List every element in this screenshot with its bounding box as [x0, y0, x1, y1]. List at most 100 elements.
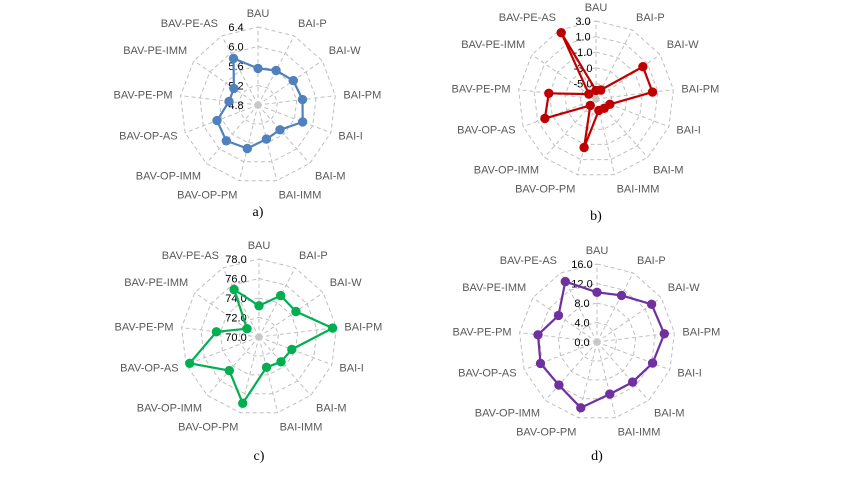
- grid-ring: [564, 67, 628, 130]
- axis-label-bai-pm: BAI-PM: [344, 322, 382, 334]
- data-point-bai-p: [596, 85, 606, 95]
- grid-ring: [200, 277, 318, 395]
- axis-label-bav-op-imm: BAV-OP-IMM: [137, 402, 202, 414]
- grid-ring: [538, 282, 656, 400]
- axis-label-bai-w: BAI-W: [329, 45, 361, 57]
- panel-label: a): [253, 205, 264, 220]
- axis-label-bav-op-as: BAV-OP-AS: [119, 131, 177, 143]
- grid-spoke: [258, 336, 279, 413]
- grid-spoke: [180, 95, 259, 106]
- grid-spoke: [544, 341, 598, 401]
- grid-ring: [238, 84, 278, 125]
- grid-ring: [180, 26, 336, 182]
- grid-ring: [557, 302, 637, 381]
- grid-spoke: [596, 341, 671, 371]
- series-line: [536, 280, 666, 409]
- tick-label: 8.0: [574, 298, 589, 310]
- axis-label-bav-pe-as: BAV-PE-AS: [500, 255, 557, 267]
- data-point-bav-pe-imm: [242, 324, 252, 334]
- axis-label-bav-pe-imm: BAV-PE-IMM: [124, 277, 188, 289]
- radar-chart-1: BAU BAI-P BAI-W BAI-PM BAI-I BAI-M BAI-IMM BAV-…: [114, 8, 382, 220]
- axis-label-bai-i: BAI-I: [677, 368, 701, 380]
- data-point-bai-i: [287, 344, 297, 355]
- data-point-bav-pe-as: [560, 276, 570, 287]
- data-point-bai-pm: [297, 94, 308, 105]
- data-point-bai-w: [638, 61, 648, 72]
- radar-chart-4: BAU BAI-P BAI-W BAI-PM BAI-I BAI-M BAI-IMM BAV-…: [453, 245, 721, 464]
- grid-ring: [519, 263, 675, 419]
- center-point: [255, 333, 263, 341]
- data-point-bai-imm: [594, 105, 604, 116]
- axis-label-bai-imm: BAI-IMM: [618, 427, 661, 439]
- tick-label: 16.0: [571, 259, 592, 271]
- grid-spoke: [257, 95, 336, 106]
- data-point-bai-m: [276, 357, 286, 367]
- data-point-bai-w: [288, 75, 298, 86]
- radar-chart-3: BAU BAI-P BAI-W BAI-PM BAI-I BAI-M BAI-IMM BAV-…: [115, 240, 383, 464]
- data-point-bai-m: [627, 377, 638, 387]
- data-point-bav-op-pm: [242, 143, 253, 154]
- axis-label-bav-pe-imm: BAV-PE-IMM: [123, 45, 187, 57]
- data-point-bav-op-as: [212, 115, 222, 126]
- axis-label-bav-pe-imm: BAV-PE-IMM: [462, 282, 526, 294]
- tick-label: -5.0: [574, 78, 593, 90]
- data-point-bai-pm: [327, 323, 338, 333]
- data-point-bav-op-pm: [576, 403, 586, 413]
- tick-label: 72.0: [225, 313, 246, 325]
- axis-label-bav-op-imm: BAV-OP-IMM: [136, 170, 201, 182]
- grid-spoke: [543, 98, 597, 158]
- grid-ring: [518, 20, 674, 176]
- grid-spoke: [595, 98, 649, 158]
- grid-spoke: [185, 336, 260, 366]
- axis-label-bav-op-pm: BAV-OP-PM: [177, 190, 237, 202]
- tick-label: 5.6: [228, 61, 243, 73]
- grid-spoke: [257, 35, 295, 106]
- axis-label-bav-op-pm: BAV-OP-PM: [515, 184, 575, 196]
- grid-spoke: [522, 98, 597, 128]
- axis-label-bav-pe-as: BAV-PE-AS: [499, 12, 556, 24]
- grid-spoke: [519, 332, 598, 343]
- data-point-bav-pe-pm: [224, 96, 234, 107]
- axis-label-bav-pe-as: BAV-PE-AS: [162, 250, 219, 262]
- grid-spoke: [258, 336, 312, 396]
- tick-label: 76.0: [225, 274, 246, 286]
- tick-label: 4.0: [574, 318, 589, 330]
- axis-label-bai-w: BAI-W: [668, 282, 700, 294]
- data-point-bai-m: [275, 125, 285, 135]
- axis-label-bai-m: BAI-M: [315, 170, 346, 182]
- data-point-bau: [592, 287, 602, 297]
- data-point-bav-pe-pm: [533, 330, 543, 340]
- axis-label-bav-pe-pm: BAV-PE-PM: [452, 84, 511, 96]
- panel-label: c): [254, 449, 265, 464]
- data-point-bai-w: [291, 306, 301, 317]
- grid-spoke: [596, 341, 617, 418]
- grid-ring: [577, 321, 617, 362]
- data-point-bav-op-imm: [224, 365, 235, 376]
- data-point-bav-op-imm: [221, 136, 232, 146]
- axis-label-bav-op-as: BAV-OP-AS: [457, 125, 515, 137]
- axis-label-bav-op-pm: BAV-OP-PM: [516, 427, 576, 439]
- axis-label-bav-pe-pm: BAV-PE-PM: [115, 322, 174, 334]
- grid-spoke: [258, 327, 337, 338]
- axis-label-bai-p: BAI-P: [637, 255, 666, 267]
- tick-label: 3.0: [575, 16, 590, 28]
- grid-spoke: [257, 104, 311, 164]
- data-point-bai-p: [271, 65, 281, 76]
- data-point-bav-op-as: [185, 358, 195, 368]
- data-point-bav-op-pm: [238, 398, 248, 408]
- grid-spoke: [194, 292, 260, 338]
- tick-label: -1.0: [574, 47, 593, 59]
- grid-spoke: [222, 267, 260, 338]
- data-point-bav-op-pm: [579, 142, 589, 153]
- tick-label: 70.0: [225, 332, 246, 344]
- grid-spoke: [532, 297, 598, 343]
- axis-label-bai-i: BAI-I: [676, 125, 700, 137]
- axis-label-bav-op-as: BAV-OP-AS: [120, 363, 178, 375]
- data-point-bai-w: [646, 299, 657, 309]
- tick-label: 74.0: [225, 293, 246, 305]
- grid-ring: [181, 258, 337, 414]
- data-point-bai-imm: [605, 389, 615, 399]
- grid-ring: [199, 45, 317, 163]
- data-point-bav-pe-imm: [584, 89, 594, 99]
